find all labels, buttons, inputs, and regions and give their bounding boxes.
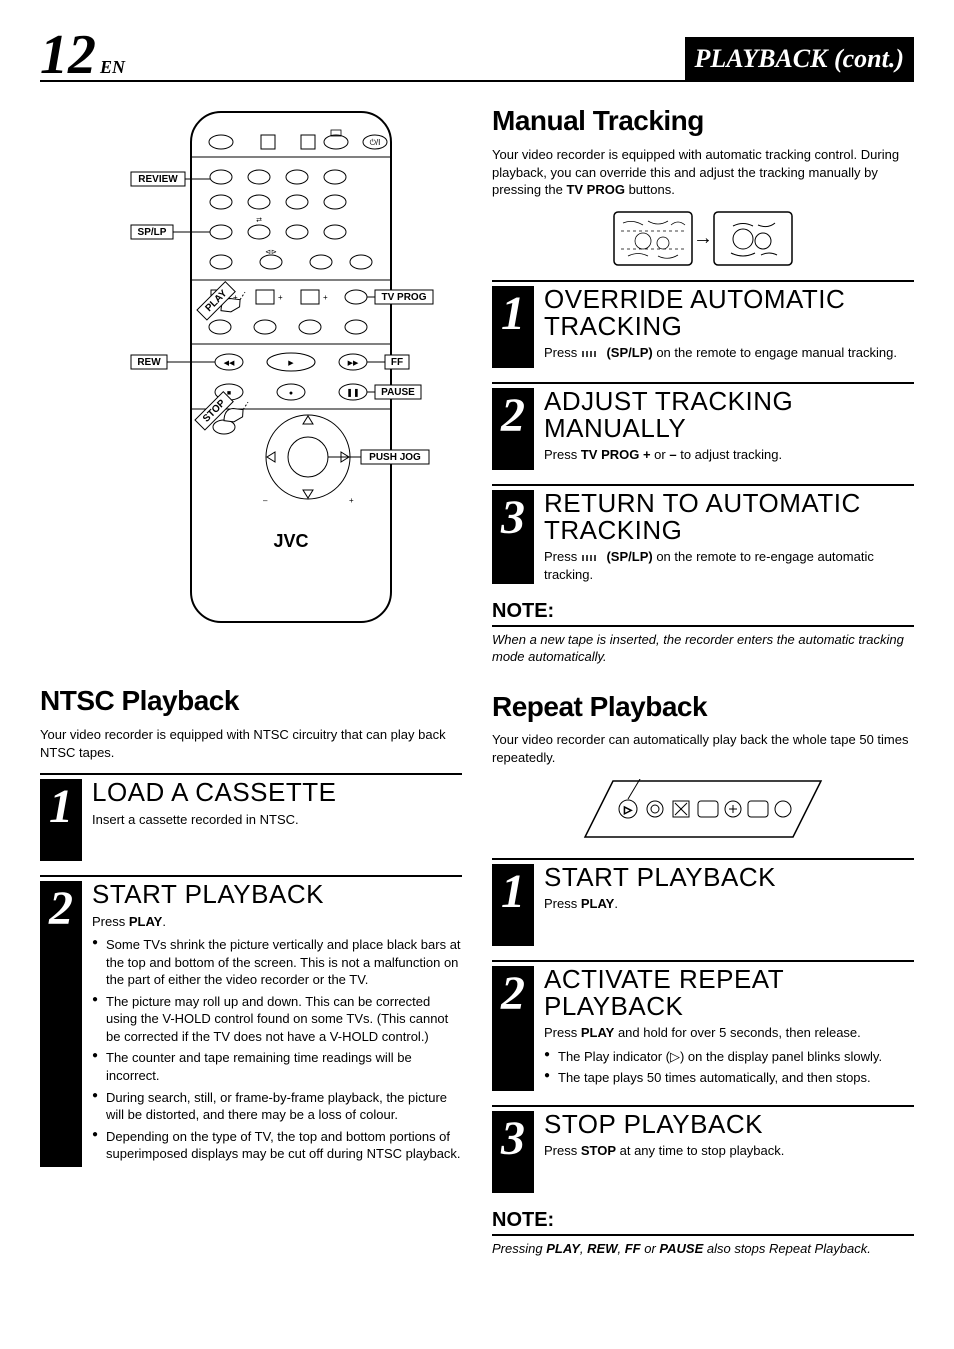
step-text: Press (SP/LP) on the remote to engage ma… xyxy=(544,344,914,362)
repeat-step-1: 1 START PLAYBACK Press PLAY. xyxy=(492,858,914,946)
page-title: PLAYBACK (cont.) xyxy=(685,37,914,80)
svg-text:◀◀: ◀◀ xyxy=(224,360,235,367)
step-text: Press PLAY and hold for over 5 seconds, … xyxy=(544,1024,914,1042)
step-number: 2 xyxy=(49,885,73,933)
svg-text:▶: ▶ xyxy=(288,360,294,367)
page-number: 12 xyxy=(40,30,96,80)
step-title: ACTIVATE REPEAT PLAYBACK xyxy=(544,966,914,1021)
ntsc-step-2: 2 START PLAYBACK Press PLAY. Some TVs sh… xyxy=(40,875,462,1166)
step-title: LOAD A CASSETTE xyxy=(92,779,462,806)
manual-intro: Your video recorder is equipped with aut… xyxy=(492,146,914,199)
svg-text:●: ● xyxy=(289,390,293,397)
svg-text:REW: REW xyxy=(137,357,161,368)
step-title: RETURN TO AUTOMATIC TRACKING xyxy=(544,490,914,545)
step-title: OVERRIDE AUTOMATIC TRACKING xyxy=(544,286,914,341)
svg-text:⇄: ⇄ xyxy=(256,217,262,224)
step-text: Press PLAY. xyxy=(92,913,462,931)
manual-step-1: 1 OVERRIDE AUTOMATIC TRACKING Press (SP/… xyxy=(492,280,914,368)
step-number: 3 xyxy=(501,494,525,542)
repeat-intro: Your video recorder can automatically pl… xyxy=(492,731,914,766)
svg-text:PAUSE: PAUSE xyxy=(381,387,415,398)
repeat-bullets: The Play indicator (▷) on the display pa… xyxy=(544,1048,914,1087)
step-title: ADJUST TRACKING MANUALLY xyxy=(544,388,914,443)
manual-step-3: 3 RETURN TO AUTOMATIC TRACKING Press (SP… xyxy=(492,484,914,584)
svg-text:REVIEW: REVIEW xyxy=(138,174,178,185)
step-text: Press (SP/LP) on the remote to re-engage… xyxy=(544,548,914,583)
manual-note-heading: NOTE: xyxy=(492,598,914,627)
repeat-note-text: Pressing PLAY, REW, FF or PAUSE also sto… xyxy=(492,1240,914,1258)
ntsc-bullets: Some TVs shrink the picture vertically a… xyxy=(92,936,462,1163)
step-text: Insert a cassette recorded in NTSC. xyxy=(92,811,462,829)
step-text: Press TV PROG + or – to adjust tracking. xyxy=(544,446,914,464)
list-item: Some TVs shrink the picture vertically a… xyxy=(92,936,462,989)
remote-illustration: ⏻/I ⇄ ⊲⊳ xyxy=(61,102,441,662)
repeat-illustration: ▷ xyxy=(492,779,914,844)
arrow-icon: → xyxy=(693,211,713,266)
step-number: 1 xyxy=(501,868,525,916)
svg-text:❚❚: ❚❚ xyxy=(346,388,359,397)
list-item: During search, still, or frame-by-frame … xyxy=(92,1089,462,1124)
repeat-step-3: 3 STOP PLAYBACK Press STOP at any time t… xyxy=(492,1105,914,1193)
ntsc-intro: Your video recorder is equipped with NTS… xyxy=(40,726,462,761)
svg-text:⊲⊳: ⊲⊳ xyxy=(265,249,277,256)
manual-step-2: 2 ADJUST TRACKING MANUALLY Press TV PROG… xyxy=(492,382,914,470)
step-title: START PLAYBACK xyxy=(544,864,914,891)
svg-text:SP/LP: SP/LP xyxy=(138,227,167,238)
svg-text:+: + xyxy=(278,293,283,302)
step-number: 2 xyxy=(501,970,525,1018)
vcr-display-icon: ▷ xyxy=(583,779,823,844)
step-number: 1 xyxy=(49,783,73,831)
step-number: 3 xyxy=(501,1115,525,1163)
svg-text:FF: FF xyxy=(391,357,403,368)
svg-text:–: – xyxy=(263,496,268,505)
repeat-heading: Repeat Playback xyxy=(492,688,914,726)
right-column: Manual Tracking Your video recorder is e… xyxy=(492,102,914,1257)
step-title: START PLAYBACK xyxy=(92,881,462,908)
tracking-illustration: → xyxy=(492,211,914,266)
page-number-block: 12 EN xyxy=(40,30,125,80)
list-item: The Play indicator (▷) on the display pa… xyxy=(544,1048,914,1066)
svg-text:▷: ▷ xyxy=(624,805,632,816)
tv-clear-icon xyxy=(713,211,793,266)
repeat-step-2: 2 ACTIVATE REPEAT PLAYBACK Press PLAY an… xyxy=(492,960,914,1091)
step-text: Press STOP at any time to stop playback. xyxy=(544,1142,914,1160)
step-title: STOP PLAYBACK xyxy=(544,1111,914,1138)
list-item: The counter and tape remaining time read… xyxy=(92,1049,462,1084)
svg-text:TV PROG: TV PROG xyxy=(381,292,426,303)
list-item: Depending on the type of TV, the top and… xyxy=(92,1128,462,1163)
svg-text:+: + xyxy=(349,496,354,505)
svg-text:⏻/I: ⏻/I xyxy=(370,138,381,147)
svg-text:PUSH JOG: PUSH JOG xyxy=(369,452,421,463)
manual-note-text: When a new tape is inserted, the recorde… xyxy=(492,631,914,666)
repeat-note-heading: NOTE: xyxy=(492,1207,914,1236)
step-text: Press PLAY. xyxy=(544,895,914,913)
list-item: The tape plays 50 times automatically, a… xyxy=(544,1069,914,1087)
brand-label: JVC xyxy=(273,531,308,551)
svg-text:+: + xyxy=(323,293,328,302)
ntsc-heading: NTSC Playback xyxy=(40,682,462,720)
left-column: ⏻/I ⇄ ⊲⊳ xyxy=(40,102,462,1257)
step-number: 2 xyxy=(501,392,525,440)
ntsc-step-1: 1 LOAD A CASSETTE Insert a cassette reco… xyxy=(40,773,462,861)
page-header: 12 EN PLAYBACK (cont.) xyxy=(40,30,914,82)
page-lang: EN xyxy=(100,55,125,79)
tv-noisy-icon xyxy=(613,211,693,266)
svg-text:▶▶: ▶▶ xyxy=(348,360,359,367)
list-item: The picture may roll up and down. This c… xyxy=(92,993,462,1046)
manual-heading: Manual Tracking xyxy=(492,102,914,140)
step-number: 1 xyxy=(501,290,525,338)
